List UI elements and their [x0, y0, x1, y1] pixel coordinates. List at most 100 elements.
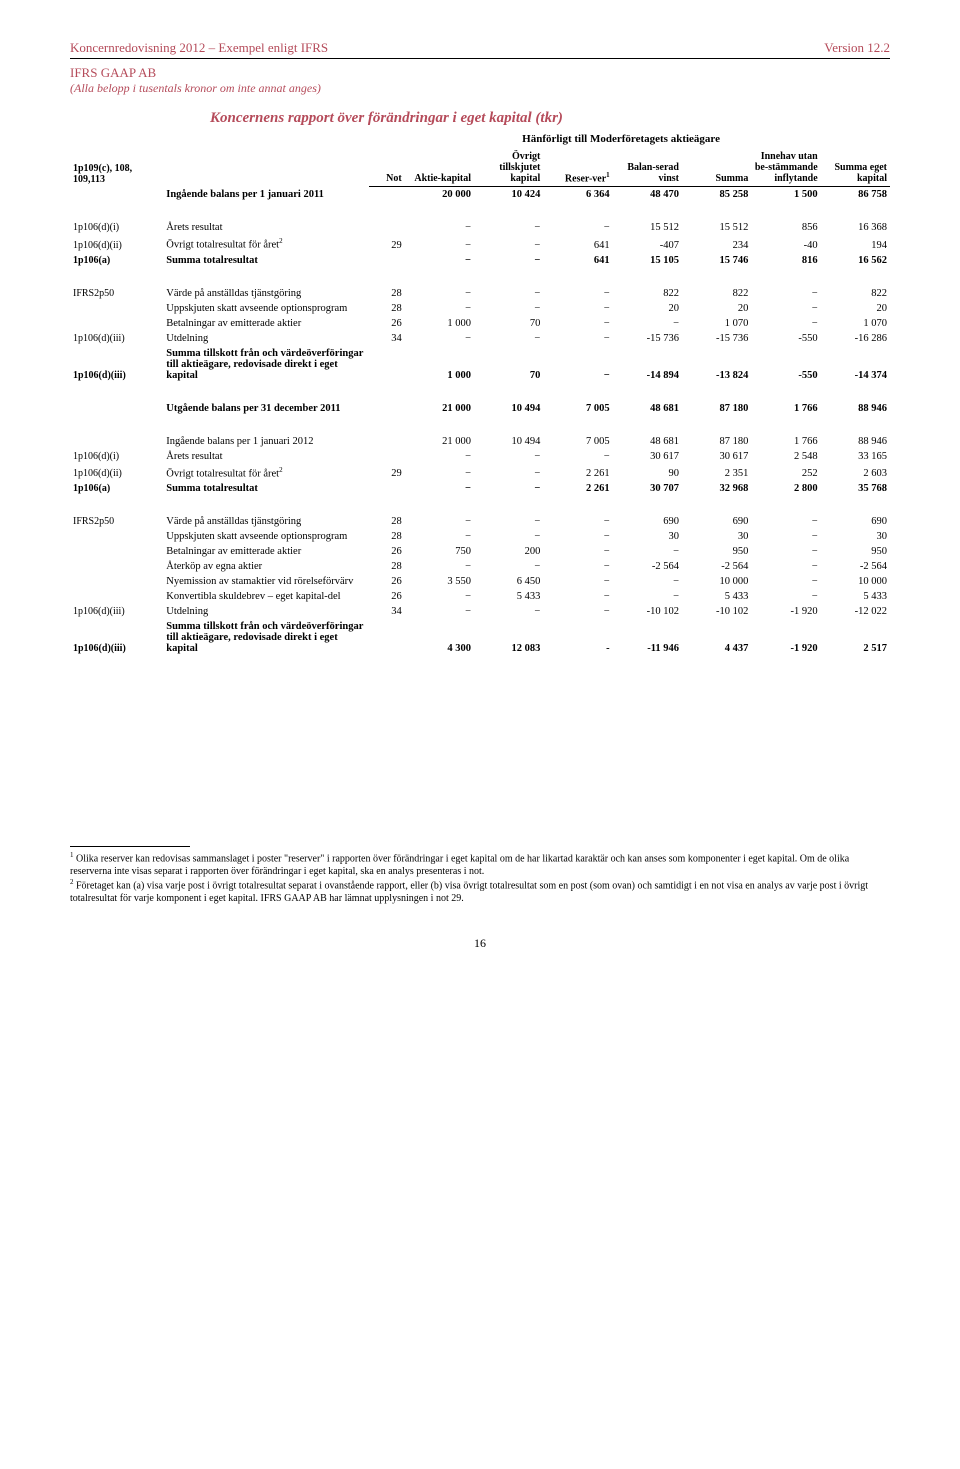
cell: − — [543, 449, 612, 464]
row-ref — [70, 589, 163, 604]
row-label: Uppskjuten skatt avseende optionsprogram — [163, 301, 369, 316]
row-ref: 1p106(d)(iii) — [70, 331, 163, 346]
row-ref — [70, 187, 163, 203]
table-row — [70, 268, 890, 286]
cell: 12 083 — [474, 619, 543, 656]
cell: -14 894 — [613, 346, 682, 383]
cell: − — [474, 220, 543, 235]
cell: 88 946 — [821, 401, 890, 416]
cell: − — [613, 574, 682, 589]
header-right: Version 12.2 — [824, 40, 890, 56]
table-row: 1p106(a)Summa totalresultat−−2 26130 707… — [70, 481, 890, 496]
cell: 20 000 — [405, 187, 474, 203]
cell: 4 437 — [682, 619, 751, 656]
cell: 7 005 — [543, 401, 612, 416]
cell: 1 000 — [405, 316, 474, 331]
table-row: 1p106(d)(ii)Övrigt totalresultat för åre… — [70, 464, 890, 482]
col-summa: Summa — [682, 149, 751, 187]
cell: 200 — [474, 544, 543, 559]
cell: − — [751, 589, 820, 604]
cell: 2 517 — [821, 619, 890, 656]
cell: 690 — [613, 514, 682, 529]
row-ref: 1p106(d)(ii) — [70, 464, 163, 482]
row-ref: 1p106(d)(ii) — [70, 235, 163, 253]
table-row: Betalningar av emitterade aktier26750200… — [70, 544, 890, 559]
cell: 30 707 — [613, 481, 682, 496]
row-ref: 1p106(d)(i) — [70, 220, 163, 235]
row-label: Konvertibla skuldebrev – eget kapital-de… — [163, 589, 369, 604]
row-label: Värde på anställdas tjänstgöring — [163, 286, 369, 301]
row-label: Årets resultat — [163, 449, 369, 464]
cell: -16 286 — [821, 331, 890, 346]
col-reserver: Reser-ver1 — [543, 149, 612, 187]
cell: 21 000 — [405, 434, 474, 449]
cell: -407 — [613, 235, 682, 253]
cell: − — [474, 559, 543, 574]
cell: 7 005 — [543, 434, 612, 449]
amounts-note: (Alla belopp i tusentals kronor om inte … — [70, 81, 890, 96]
row-label: Summa totalresultat — [163, 253, 369, 268]
cell: − — [405, 604, 474, 619]
cell: 15 105 — [613, 253, 682, 268]
table-row: Nyemission av stamaktier vid rörelseförv… — [70, 574, 890, 589]
row-label: Ingående balans per 1 januari 2011 — [163, 187, 369, 203]
cell: 10 494 — [474, 401, 543, 416]
cell: − — [543, 331, 612, 346]
row-ref — [70, 544, 163, 559]
table-row: Ingående balans per 1 januari 201221 000… — [70, 434, 890, 449]
cell: 70 — [474, 316, 543, 331]
cell: 15 512 — [682, 220, 751, 235]
row-ref: IFRS2p50 — [70, 514, 163, 529]
cell: 641 — [543, 253, 612, 268]
cell: 90 — [613, 464, 682, 482]
cell: − — [474, 286, 543, 301]
cell: − — [543, 286, 612, 301]
cell: − — [543, 589, 612, 604]
cell — [369, 253, 405, 268]
page: Koncernredovisning 2012 – Exempel enligt… — [0, 0, 960, 1469]
row-label: Värde på anställdas tjänstgöring — [163, 514, 369, 529]
row-label: Nyemission av stamaktier vid rörelseförv… — [163, 574, 369, 589]
cell: 641 — [543, 235, 612, 253]
row-ref: 1p106(d)(iii) — [70, 346, 163, 383]
col-not: Not — [369, 149, 405, 187]
cell: 10 000 — [821, 574, 890, 589]
cell: − — [405, 235, 474, 253]
table-row — [70, 496, 890, 514]
cell — [369, 346, 405, 383]
row-label: Utdelning — [163, 331, 369, 346]
cell: 20 — [682, 301, 751, 316]
cell — [369, 449, 405, 464]
row-label: Uppskjuten skatt avseende optionsprogram — [163, 529, 369, 544]
cell: 690 — [821, 514, 890, 529]
cell: 29 — [369, 464, 405, 482]
table-row — [70, 202, 890, 220]
cell: 822 — [821, 286, 890, 301]
cell: -40 — [751, 235, 820, 253]
cell: − — [543, 529, 612, 544]
cell: − — [405, 589, 474, 604]
cell: 856 — [751, 220, 820, 235]
cell: − — [543, 301, 612, 316]
cell: − — [474, 253, 543, 268]
cell: 1 070 — [821, 316, 890, 331]
cell: − — [613, 544, 682, 559]
cell: 33 165 — [821, 449, 890, 464]
row-ref — [70, 559, 163, 574]
table-row: 1p106(d)(iii)Utdelning34−−−-15 736-15 73… — [70, 331, 890, 346]
cell: 5 433 — [821, 589, 890, 604]
cell — [369, 220, 405, 235]
col-innehav: Innehav utan be-stämmande inflytande — [751, 149, 820, 187]
table-row — [70, 383, 890, 401]
header-rule — [70, 58, 890, 59]
cell: − — [405, 481, 474, 496]
cell: − — [405, 331, 474, 346]
table-row: 1p106(d)(i)Årets resultat−−−15 51215 512… — [70, 220, 890, 235]
table-row: Utgående balans per 31 december 201121 0… — [70, 401, 890, 416]
cell: 30 617 — [682, 449, 751, 464]
row-ref: 1p106(a) — [70, 481, 163, 496]
cell: 30 — [613, 529, 682, 544]
cell: 26 — [369, 589, 405, 604]
cell: 822 — [613, 286, 682, 301]
cell: 5 433 — [682, 589, 751, 604]
